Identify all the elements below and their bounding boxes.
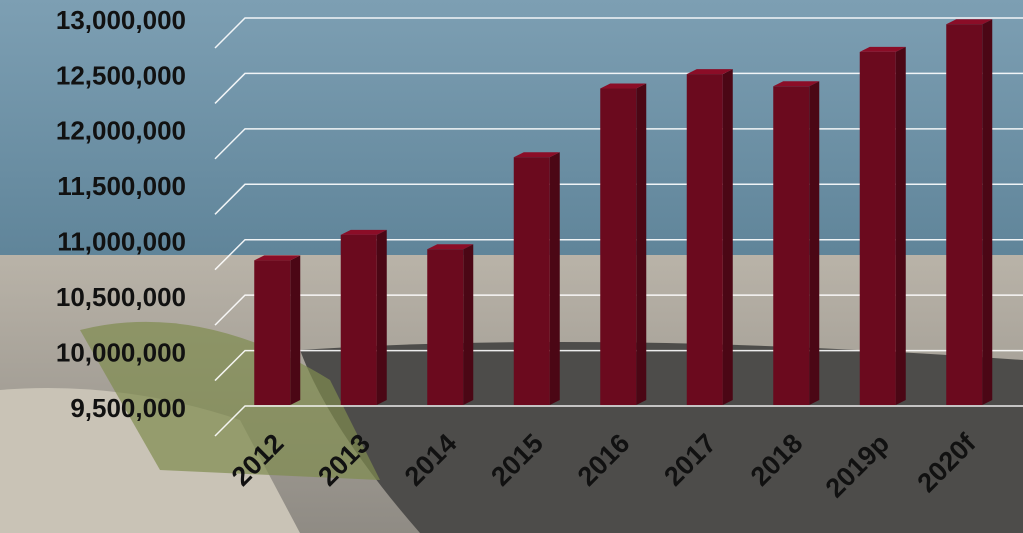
bar-side <box>895 46 906 405</box>
bar-top <box>946 19 993 25</box>
y-tick-label: 9,500,000 <box>70 393 186 423</box>
y-tick-label: 13,000,000 <box>56 5 186 35</box>
y-tick-label: 12,500,000 <box>56 60 186 90</box>
grid-line <box>214 405 1023 437</box>
y-tick-label: 12,000,000 <box>56 116 186 146</box>
background-path <box>300 342 1023 533</box>
bar <box>859 51 896 405</box>
bar-top <box>686 69 733 75</box>
bar-top <box>427 244 474 250</box>
y-tick-label: 11,000,000 <box>57 227 186 257</box>
bar-side <box>376 229 387 405</box>
background-water <box>0 0 1023 262</box>
bar-side <box>290 255 301 405</box>
bar-side <box>982 19 993 406</box>
bar-top <box>254 255 301 261</box>
bar-side <box>463 244 474 405</box>
bar <box>686 74 723 406</box>
bar <box>254 260 291 405</box>
grid-line <box>214 128 1023 160</box>
bar-side <box>636 83 647 405</box>
bar-side <box>809 81 820 405</box>
grid-line <box>214 72 1023 104</box>
bar <box>427 249 464 405</box>
bar-top <box>600 83 647 89</box>
grid-line <box>214 294 1023 326</box>
bar-top <box>340 229 387 235</box>
bar <box>946 24 983 406</box>
grid-line <box>214 183 1023 215</box>
bar-side <box>549 152 560 405</box>
bar <box>513 157 550 405</box>
y-tick-label: 10,000,000 <box>56 337 186 367</box>
bar <box>600 88 637 405</box>
bar-top <box>859 46 906 52</box>
grid-line <box>214 17 1023 49</box>
bar <box>340 234 377 405</box>
bar-side <box>722 69 733 406</box>
grid-line <box>214 349 1023 382</box>
plot: 9,500,000 10,000,000 10,500,000 11,000,000 1… <box>56 5 1023 503</box>
y-tick-label: 10,500,000 <box>56 282 186 312</box>
bar-top <box>773 81 820 87</box>
grid-line <box>214 238 1023 271</box>
bar <box>773 86 810 405</box>
bar-top <box>513 152 560 158</box>
y-tick-label: 11,500,000 <box>57 171 186 201</box>
background-grass <box>80 321 380 480</box>
